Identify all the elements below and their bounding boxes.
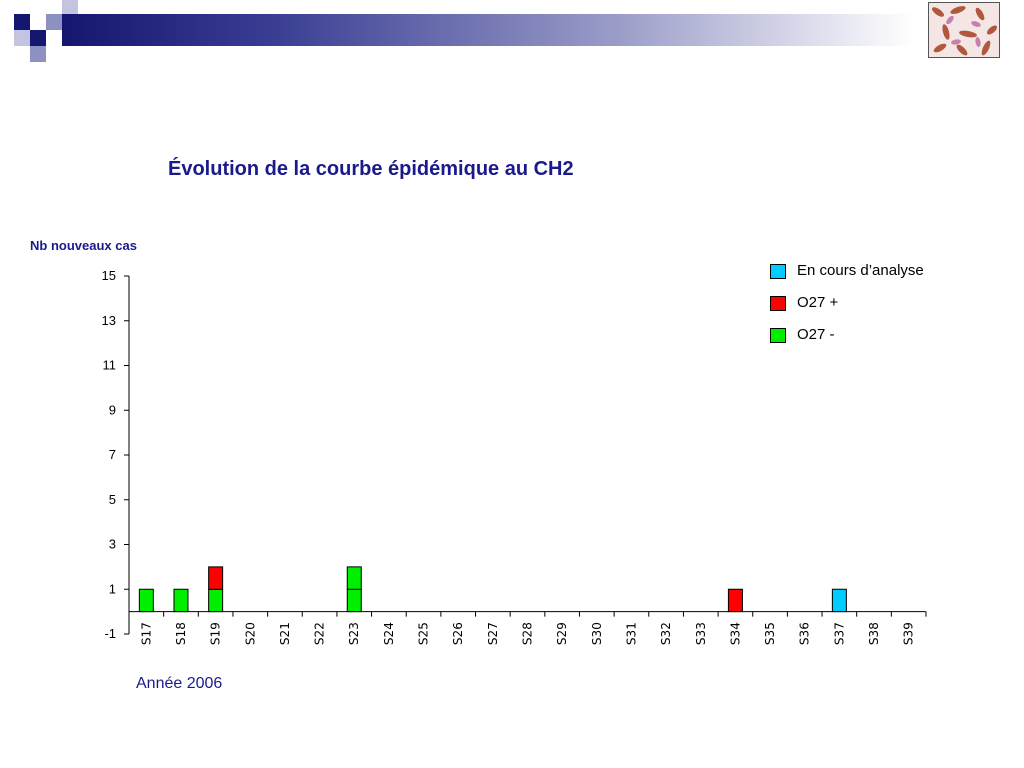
bar-segment (346, 566, 362, 590)
y-tick-label: 15 (102, 268, 116, 283)
bar-segment (138, 588, 154, 613)
header-gradient-bar (62, 14, 914, 46)
bar-segment (346, 588, 362, 613)
x-tick-label: S27 (486, 622, 500, 645)
x-tick-label: S39 (902, 622, 916, 645)
x-tick-label: S37 (832, 622, 846, 645)
y-tick-label: 11 (103, 358, 117, 373)
x-tick-label: S38 (867, 622, 881, 645)
bar-segment (208, 566, 224, 590)
deco-square (14, 14, 30, 30)
legend-label-o27-plus: O27 + (797, 294, 839, 311)
legend-swatch-en-cours (770, 264, 786, 279)
bar-segment (831, 588, 847, 613)
x-axis-label: Année 2006 (136, 675, 223, 692)
legend-swatch-o27-plus (770, 296, 786, 311)
y-axis-label: Nb nouveaux cas (30, 238, 137, 253)
x-tick-label: S25 (417, 622, 431, 645)
x-tick-label: S32 (659, 622, 673, 645)
x-tick-label: S17 (139, 622, 153, 645)
y-tick-label: 1 (109, 581, 116, 596)
microscopy-logo-image (928, 2, 1000, 58)
y-tick-label: 13 (102, 313, 116, 328)
chart-title: Évolution de la courbe épidémique au CH2 (168, 158, 574, 180)
x-tick-label: S31 (624, 622, 638, 645)
bar-segment (208, 588, 224, 613)
x-tick-label: S18 (174, 622, 188, 645)
y-tick-label: 5 (109, 492, 116, 507)
x-tick-label: S24 (382, 622, 396, 645)
x-tick-label: S21 (278, 622, 292, 645)
legend-label-o27-minus: O27 - (797, 326, 835, 343)
y-tick-label: -1 (104, 626, 116, 641)
deco-square (14, 30, 30, 46)
deco-square (46, 14, 62, 30)
x-tick-label: S34 (728, 622, 742, 645)
x-tick-label: S35 (763, 622, 777, 645)
y-tick-label: 9 (109, 402, 116, 417)
x-tick-label: S30 (590, 622, 604, 645)
x-tick-label: S33 (694, 622, 708, 645)
x-tick-label: S22 (313, 622, 327, 645)
legend-label-en-cours: En cours d’analyse (797, 262, 924, 279)
legend-swatch-o27-minus (770, 328, 786, 343)
x-tick-label: S28 (521, 622, 535, 645)
y-tick-label: 7 (109, 447, 116, 462)
deco-square (62, 0, 78, 16)
y-tick-label: 3 (109, 537, 116, 552)
bar-segment (727, 588, 743, 613)
x-tick-label: S23 (347, 622, 361, 645)
deco-square (30, 46, 46, 62)
x-tick-label: S20 (243, 622, 257, 645)
x-tick-label: S29 (555, 622, 569, 645)
bar-segment (173, 588, 189, 613)
x-tick-label: S36 (798, 622, 812, 645)
corner-squares-decoration (0, 0, 80, 62)
x-tick-label: S19 (209, 622, 223, 645)
x-tick-label: S26 (451, 622, 465, 645)
deco-square (30, 30, 46, 46)
